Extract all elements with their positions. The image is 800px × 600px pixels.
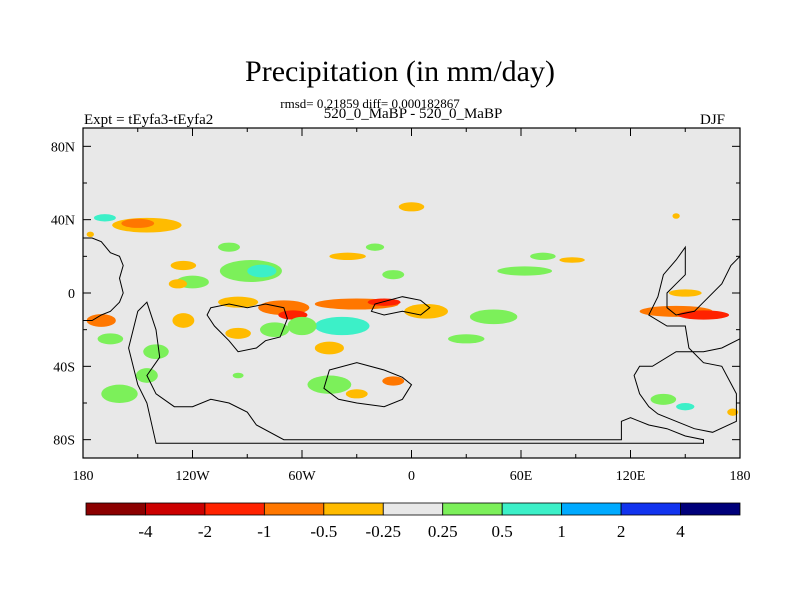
anomaly-patch [143,344,169,359]
x-tick-label: 120E [616,469,646,484]
anomaly-patch [367,298,401,306]
anomaly-patch [469,309,518,325]
coastline [633,245,740,433]
colorbar-label: 2 [617,522,626,541]
y-tick-label: 80N [51,140,75,155]
coastline [206,303,288,353]
colorbar-box [323,502,384,516]
anomaly-patch [676,403,695,411]
colorbar-label: 4 [676,522,685,541]
anomaly-patch [530,252,556,260]
anomaly-patch [97,333,124,345]
colorbar-box [85,502,146,516]
y-tick-label: 80S [53,434,75,449]
anomaly-patch [672,213,680,219]
anomaly-patch [404,304,448,319]
coastline [128,301,704,444]
x-tick-label: 180 [73,469,94,484]
anomaly-patch [168,279,188,289]
anomaly-patch [677,310,730,320]
colorbar-box [561,502,622,516]
x-tick-label: 60E [510,469,533,484]
anomaly-patch [247,264,277,278]
colorbar-label: -0.25 [366,522,401,541]
colorbar-label: 0.5 [492,522,513,541]
y-tick-label: 40S [53,360,75,375]
colorbar-label: -1 [257,522,271,541]
anomaly-patch [86,231,94,238]
anomaly-patch [559,257,585,263]
anomaly-patch [93,214,116,222]
coastline [323,362,413,408]
x-tick-label: 60W [288,469,316,484]
anomaly-patch [365,243,385,251]
chart-title: Precipitation (in mm/day) [245,55,555,88]
coastline [370,296,431,316]
anomaly-patch [668,289,702,297]
anomaly-patch [307,375,352,394]
anomaly-patch [232,372,244,379]
anomaly-patch [382,270,405,280]
anomaly-patch [121,218,155,228]
anomaly-patch [314,316,370,336]
experiment-label: Expt = tEyfa3-tEyfa2 [84,112,214,128]
y-axis: 80N 40N 0 40S 80S [51,140,740,449]
colorbar-box [204,502,265,516]
colorbar-label: -0.5 [310,522,337,541]
stats-line: rmsd= 0.21859 diff= 0.000182867 [280,96,460,111]
colorbar-label: -4 [138,522,153,541]
x-tick-label: 0 [408,469,415,484]
anomaly-patch [218,296,259,308]
colorbar-box [382,502,444,516]
anomaly-patch [650,393,677,405]
colorbar-label: 0.25 [428,522,458,541]
anomaly-patch [497,266,553,276]
anomaly-patch [727,408,739,416]
anomaly-patch [287,316,317,336]
colorbar-box [620,502,681,516]
anomaly-patch [448,334,485,344]
coastline-layer [83,237,740,444]
x-tick-label: 180 [730,469,751,484]
season-label: DJF [700,112,726,128]
anomaly-layer [86,202,739,416]
anomaly-patch [225,327,251,339]
colorbar-label: -2 [198,522,212,541]
plot-background [83,128,740,458]
anomaly-patch [86,314,116,327]
anomaly-patch [170,260,197,271]
colorbar-box [263,502,325,516]
y-tick-label: 0 [68,287,75,302]
x-axis: 180 120W 60W 0 60E 120E 180 [73,128,751,484]
colorbar-label: 1 [557,522,566,541]
colorbar-box [501,502,563,516]
anomaly-patch [314,341,344,355]
anomaly-patch [398,202,425,212]
colorbar: -4 -2 -1 -0.5 -0.25 0.25 0.5 1 2 4 [85,502,741,541]
anomaly-patch [172,313,195,328]
case-label: 520_0_MaBP - 520_0_MaBP [323,106,503,122]
colorbar-box [145,502,206,516]
x-tick-label: 120W [175,469,210,484]
y-tick-label: 40N [51,214,75,229]
anomaly-patch [329,252,366,260]
anomaly-patch [382,376,405,386]
anomaly-patch [345,389,368,399]
colorbar-box [442,502,503,516]
colorbar-box [680,502,741,516]
anomaly-patch [101,384,138,404]
anomaly-patch [218,242,240,252]
coastline [83,237,124,321]
